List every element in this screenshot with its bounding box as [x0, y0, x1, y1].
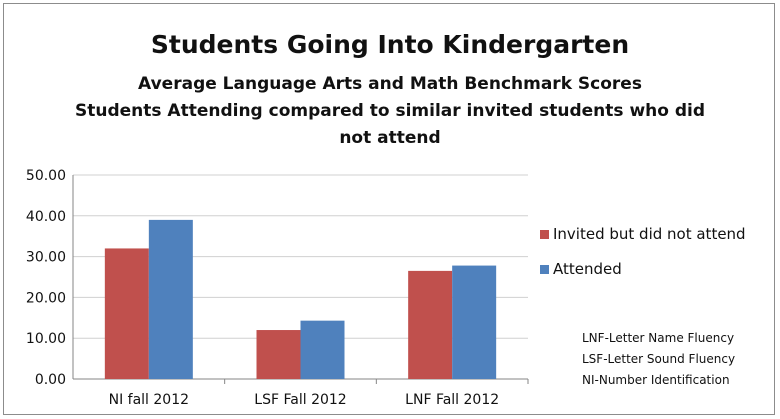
abbreviation-note-lnf: LNF-Letter Name Fluency: [582, 331, 735, 345]
chart-subtitle-line-1: Average Language Arts and Math Benchmark…: [138, 74, 642, 94]
y-tick-label: 30.00: [26, 250, 66, 266]
bar-invited: [104, 248, 149, 379]
y-tick-label: 20.00: [26, 290, 66, 306]
chart-subtitle-line-2: Students Attending compared to similar i…: [74, 101, 706, 121]
bar-attended: [148, 219, 193, 379]
bar-invited: [256, 330, 301, 379]
x-tick-label: NI fall 2012: [109, 392, 189, 408]
x-tick-label: LNF Fall 2012: [405, 392, 499, 408]
legend-swatch-invited: [540, 229, 549, 239]
y-tick-label: 0.00: [35, 372, 66, 388]
y-tick-label: 50.00: [26, 168, 66, 184]
y-tick-label: 40.00: [26, 209, 66, 225]
legend-label-invited: Invited but did not attend: [553, 225, 746, 243]
legend-item-attended: Attended: [540, 260, 622, 278]
y-tick-label: 10.00: [26, 331, 66, 347]
legend-item-invited: Invited but did not attend: [540, 225, 746, 243]
x-tick-label: LSF Fall 2012: [254, 392, 346, 408]
legend-swatch-attended: [540, 264, 549, 274]
bar-attended: [452, 265, 497, 379]
chart-subtitle-line-3: not attend: [339, 128, 441, 148]
bar-invited: [408, 270, 453, 379]
chart-title: Students Going Into Kindergarten: [150, 30, 630, 59]
bar-attended: [300, 320, 345, 379]
abbreviation-note-lsf: LSF-Letter Sound Fluency: [582, 352, 736, 366]
legend-label-attended: Attended: [553, 260, 622, 278]
abbreviation-note-ni: NI-Number Identification: [582, 373, 730, 387]
